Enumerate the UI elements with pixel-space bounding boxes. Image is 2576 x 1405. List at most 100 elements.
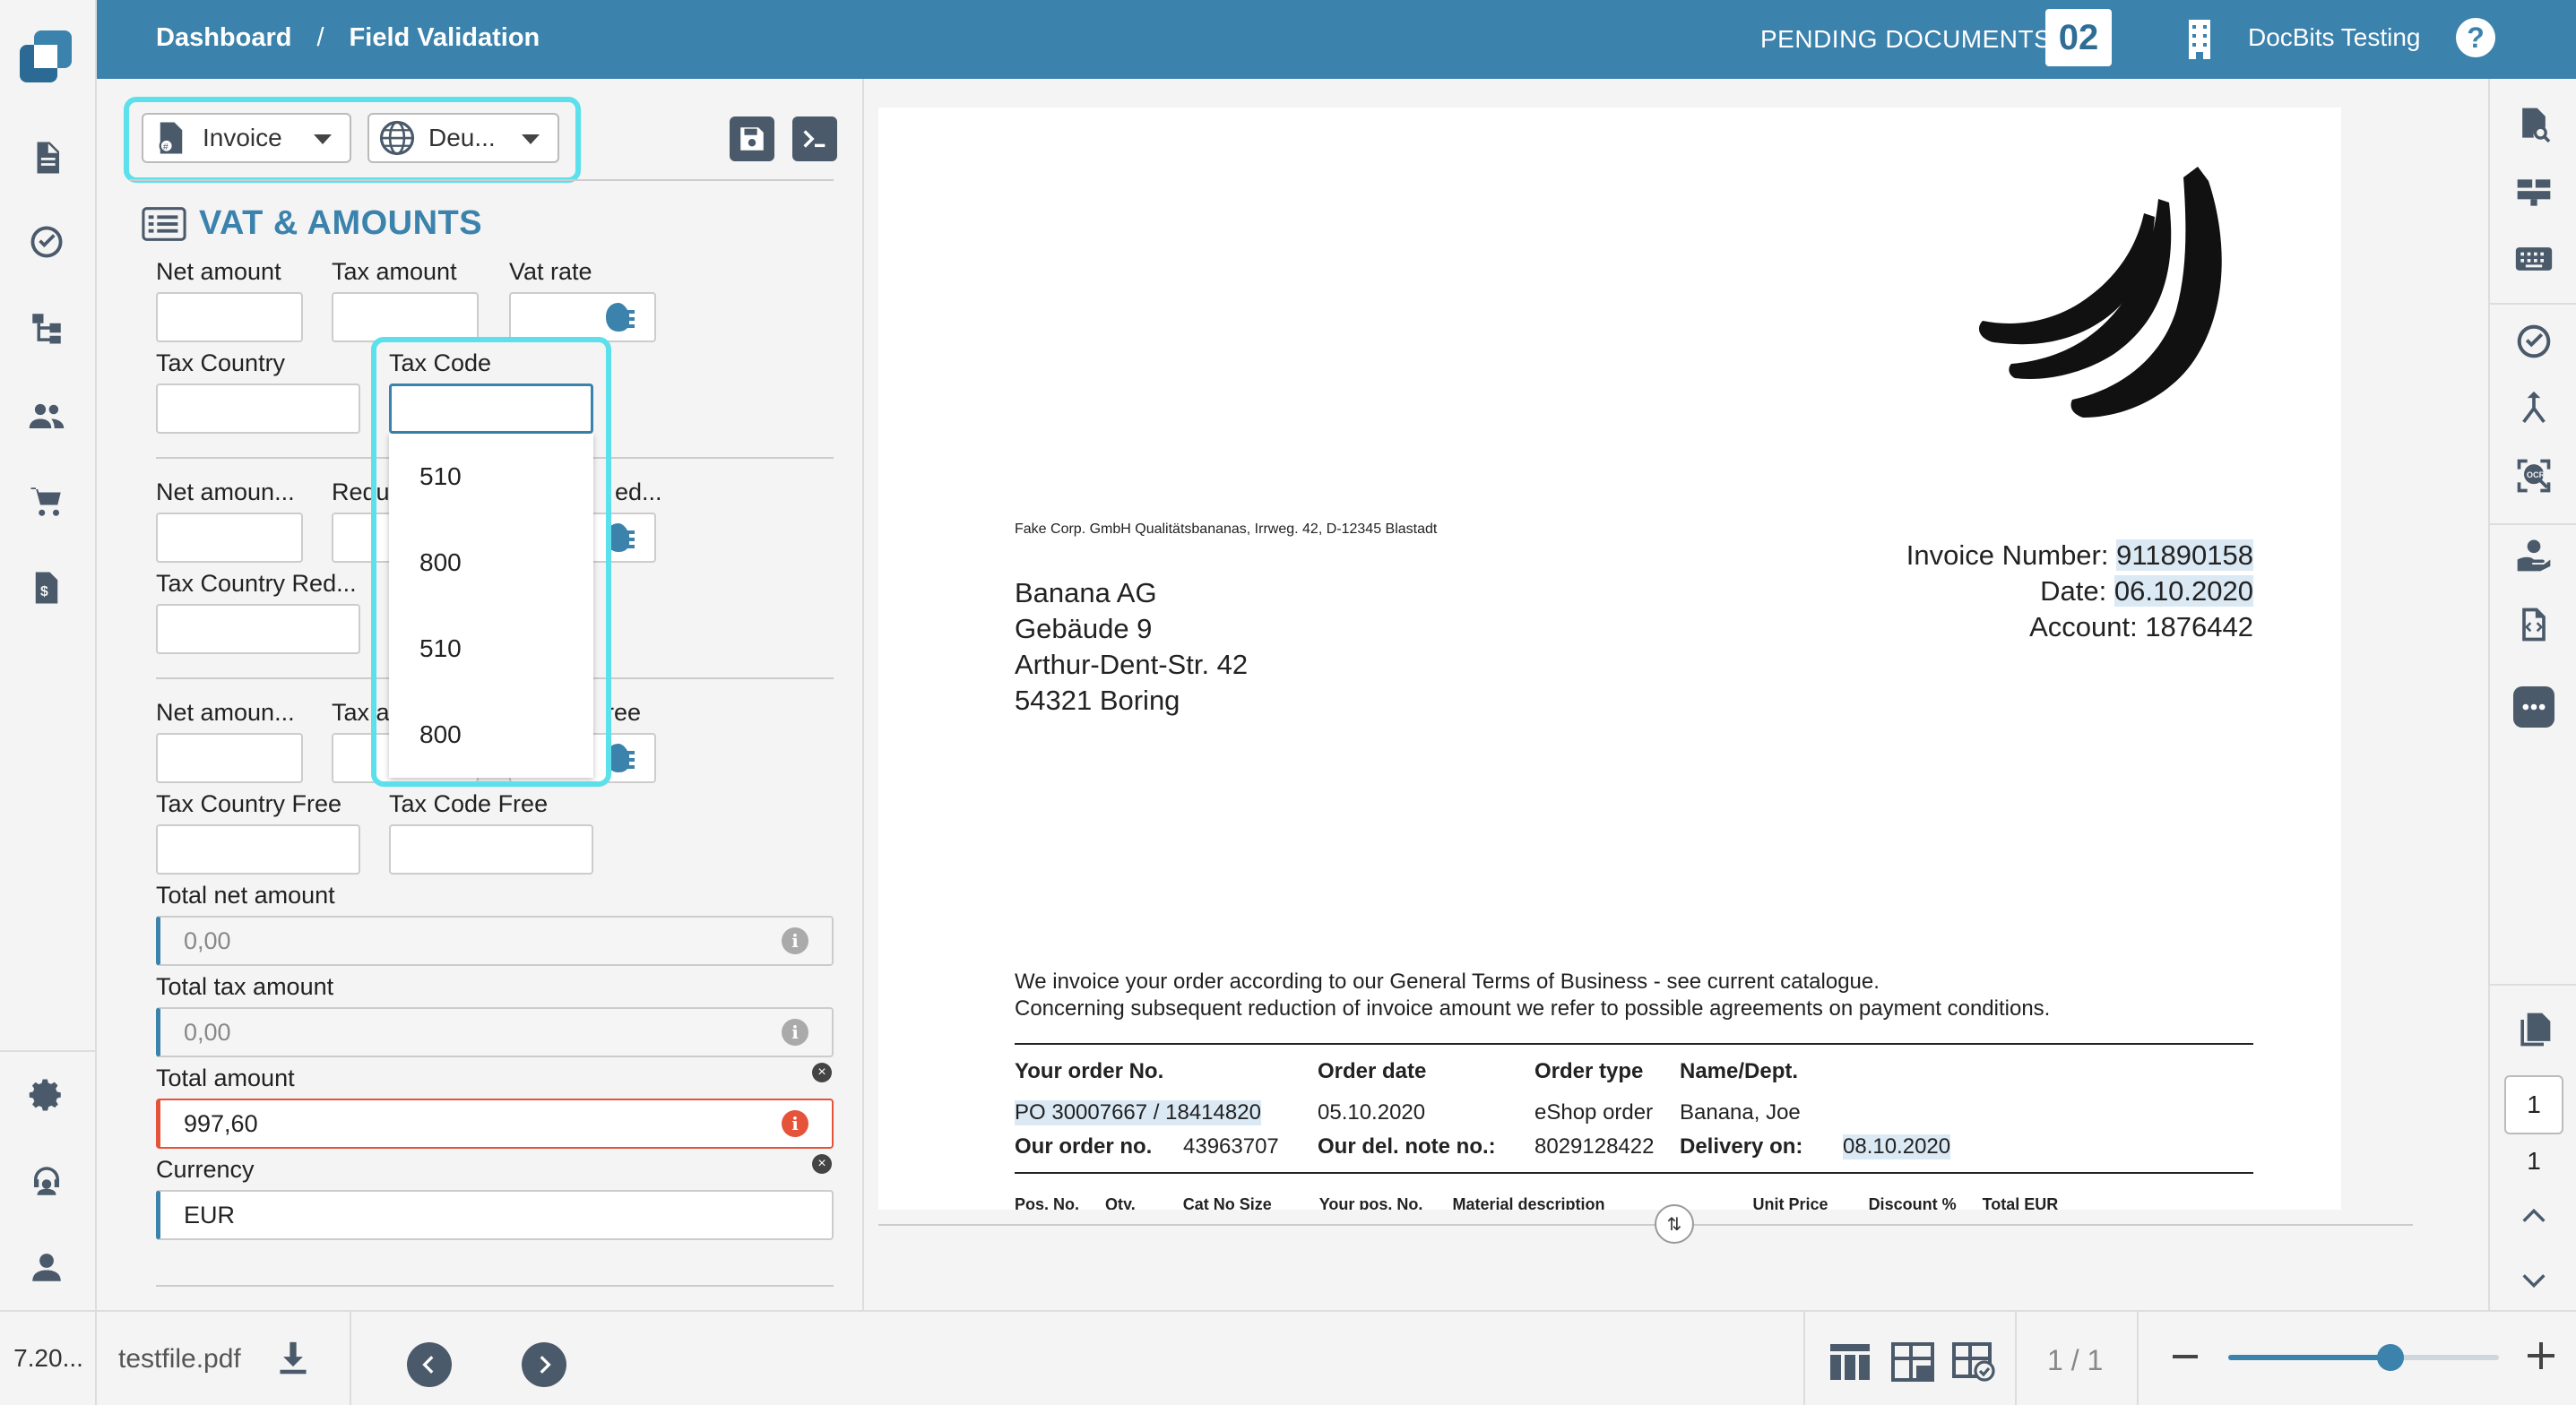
save-icon[interactable] [730, 116, 774, 161]
breadcrumb-dashboard[interactable]: Dashboard [156, 23, 292, 52]
order-no-value[interactable]: PO 30007667 / 18414820 [1015, 1100, 1261, 1125]
info-icon[interactable]: i [782, 927, 808, 954]
tax-country-free-field[interactable] [156, 824, 360, 875]
our-order-value: 43963707 [1183, 1134, 1279, 1159]
breadcrumb-separator: / [316, 23, 324, 52]
table-header-cell: Total EUR [1982, 1195, 2059, 1210]
account-line: Account: 1876442 [2029, 611, 2253, 643]
tax-code-field[interactable] [389, 384, 593, 434]
net-amount-field[interactable] [156, 292, 303, 342]
zoom-in-icon[interactable] [2528, 1342, 2554, 1369]
language-select[interactable]: Deu... [367, 113, 559, 163]
ai-brain-icon[interactable] [601, 742, 636, 774]
table-lock-icon[interactable] [1891, 1342, 1934, 1382]
ai-brain-icon[interactable] [601, 521, 636, 554]
page-indicator: 1 / 1 [2047, 1344, 2104, 1376]
tax-code-option[interactable]: 800 [419, 720, 462, 748]
tax-code-option[interactable]: 510 [419, 634, 462, 662]
zoom-slider[interactable] [2228, 1344, 2499, 1371]
divider [350, 1312, 351, 1405]
copy-pages-icon[interactable] [2513, 1009, 2554, 1050]
more-options-icon[interactable] [2513, 686, 2554, 728]
tax-country-field[interactable] [156, 384, 360, 434]
clear-icon[interactable]: × [812, 1063, 832, 1082]
invoice-number-value[interactable]: 911890158 [2116, 539, 2253, 571]
tax-code-option[interactable]: 800 [419, 548, 462, 576]
address-line: Arthur-Dent-Str. 42 [1015, 649, 1249, 680]
zoom-out-icon[interactable] [2173, 1355, 2198, 1358]
ocr-icon[interactable]: OCR [2513, 455, 2554, 496]
address-line: 54321 Boring [1015, 685, 1180, 716]
keyboard-icon[interactable] [2513, 238, 2554, 280]
chevron-up-icon[interactable] [2519, 1201, 2549, 1231]
viewer-split-line [878, 1224, 2413, 1226]
date-value[interactable]: 06.10.2020 [2114, 575, 2253, 607]
download-icon[interactable] [276, 1340, 310, 1376]
bottom-bar: testfile.pdf 1 / 1 [97, 1310, 2576, 1405]
workflow-icon[interactable] [27, 308, 66, 348]
tax-code-option[interactable]: 510 [419, 462, 462, 490]
body-text: Concerning subsequent reduction of invoi… [1015, 996, 2051, 1021]
users-icon[interactable] [27, 396, 66, 435]
net-amount-reduced-field[interactable] [156, 513, 303, 563]
chevron-down-icon[interactable] [2519, 1265, 2549, 1296]
pending-documents-count[interactable]: 02 [2045, 9, 2112, 66]
currency-value: EUR [184, 1201, 236, 1228]
document-page[interactable]: Fake Corp. GmbH Qualitätsbananas, Irrweg… [878, 108, 2341, 1210]
info-icon[interactable]: i [782, 1019, 808, 1046]
invoice-icon[interactable]: $ [27, 568, 66, 608]
table-header-cell: Cat No Size [1182, 1195, 1272, 1210]
tax-country-reduced-field[interactable] [156, 604, 360, 654]
divider [2137, 1312, 2139, 1405]
ai-brain-icon[interactable] [601, 301, 636, 333]
tax-code-free-field[interactable] [389, 824, 593, 875]
support-icon[interactable] [27, 1161, 66, 1201]
docbits-logo[interactable] [16, 27, 75, 86]
help-icon[interactable]: ? [2456, 18, 2495, 57]
cart-icon[interactable] [27, 482, 66, 521]
merge-icon[interactable] [2513, 389, 2554, 430]
net-amount-free-label: Net amoun... [156, 699, 295, 726]
hand-coin-icon[interactable] [2513, 534, 2554, 575]
tenant-name[interactable]: DocBits Testing [2248, 23, 2421, 51]
right-toolbar: OCR 1 1 [2488, 79, 2576, 1310]
user-icon[interactable] [27, 1247, 66, 1287]
total-amount-label: Total amount [156, 1065, 295, 1091]
net-amount-reduced-label: Net amoun... [156, 478, 295, 505]
table-header-cell: Discount % [1868, 1195, 1957, 1210]
terminal-icon[interactable] [792, 116, 837, 161]
check-circle-icon[interactable] [2513, 321, 2554, 362]
net-amount-free-field[interactable] [156, 733, 303, 783]
error-icon[interactable]: i [782, 1110, 808, 1137]
split-handle-icon[interactable]: ⇅ [1655, 1204, 1694, 1244]
delivery-value[interactable]: 08.10.2020 [1843, 1134, 1951, 1159]
currency-field[interactable]: EUR [156, 1190, 834, 1240]
total-net-amount-field[interactable]: 0,00 [156, 916, 834, 966]
gear-icon[interactable] [27, 1075, 66, 1115]
document-icon[interactable] [27, 138, 66, 177]
previous-document-button[interactable] [407, 1342, 452, 1387]
tax-amount-field[interactable] [332, 292, 479, 342]
invoice-number-line: Invoice Number: 911890158 [1906, 539, 2253, 572]
code-file-icon[interactable] [2513, 604, 2554, 645]
document-search-icon[interactable] [2513, 104, 2554, 145]
table-view-icon[interactable] [1828, 1342, 1871, 1382]
svg-text:OCR: OCR [2527, 470, 2546, 479]
layout-desktop-icon[interactable] [2513, 172, 2554, 213]
field-validation-panel: # Invoice Deu... VAT & AMOUNTS Net amoun… [97, 79, 864, 1310]
clear-icon[interactable]: × [812, 1154, 832, 1174]
table-check-icon[interactable] [1952, 1342, 1995, 1382]
item-table-header: Pos. No. Qty. Cat No Size Your pos. No. … [1015, 1195, 2058, 1210]
document-type-select[interactable]: # Invoice [142, 113, 351, 163]
total-pages: 1 [2527, 1147, 2541, 1175]
total-tax-amount-field[interactable]: 0,00 [156, 1007, 834, 1057]
zoom-slider-thumb[interactable] [2377, 1344, 2404, 1371]
check-circle-icon[interactable] [27, 222, 66, 262]
divider [156, 1285, 834, 1287]
vat-rate-field[interactable] [509, 292, 656, 342]
next-document-button[interactable] [522, 1342, 566, 1387]
date-label: Date: [2040, 575, 2107, 607]
globe-icon [379, 120, 415, 156]
current-page-field[interactable]: 1 [2504, 1075, 2563, 1134]
total-amount-field[interactable]: 997,60 [156, 1099, 834, 1149]
